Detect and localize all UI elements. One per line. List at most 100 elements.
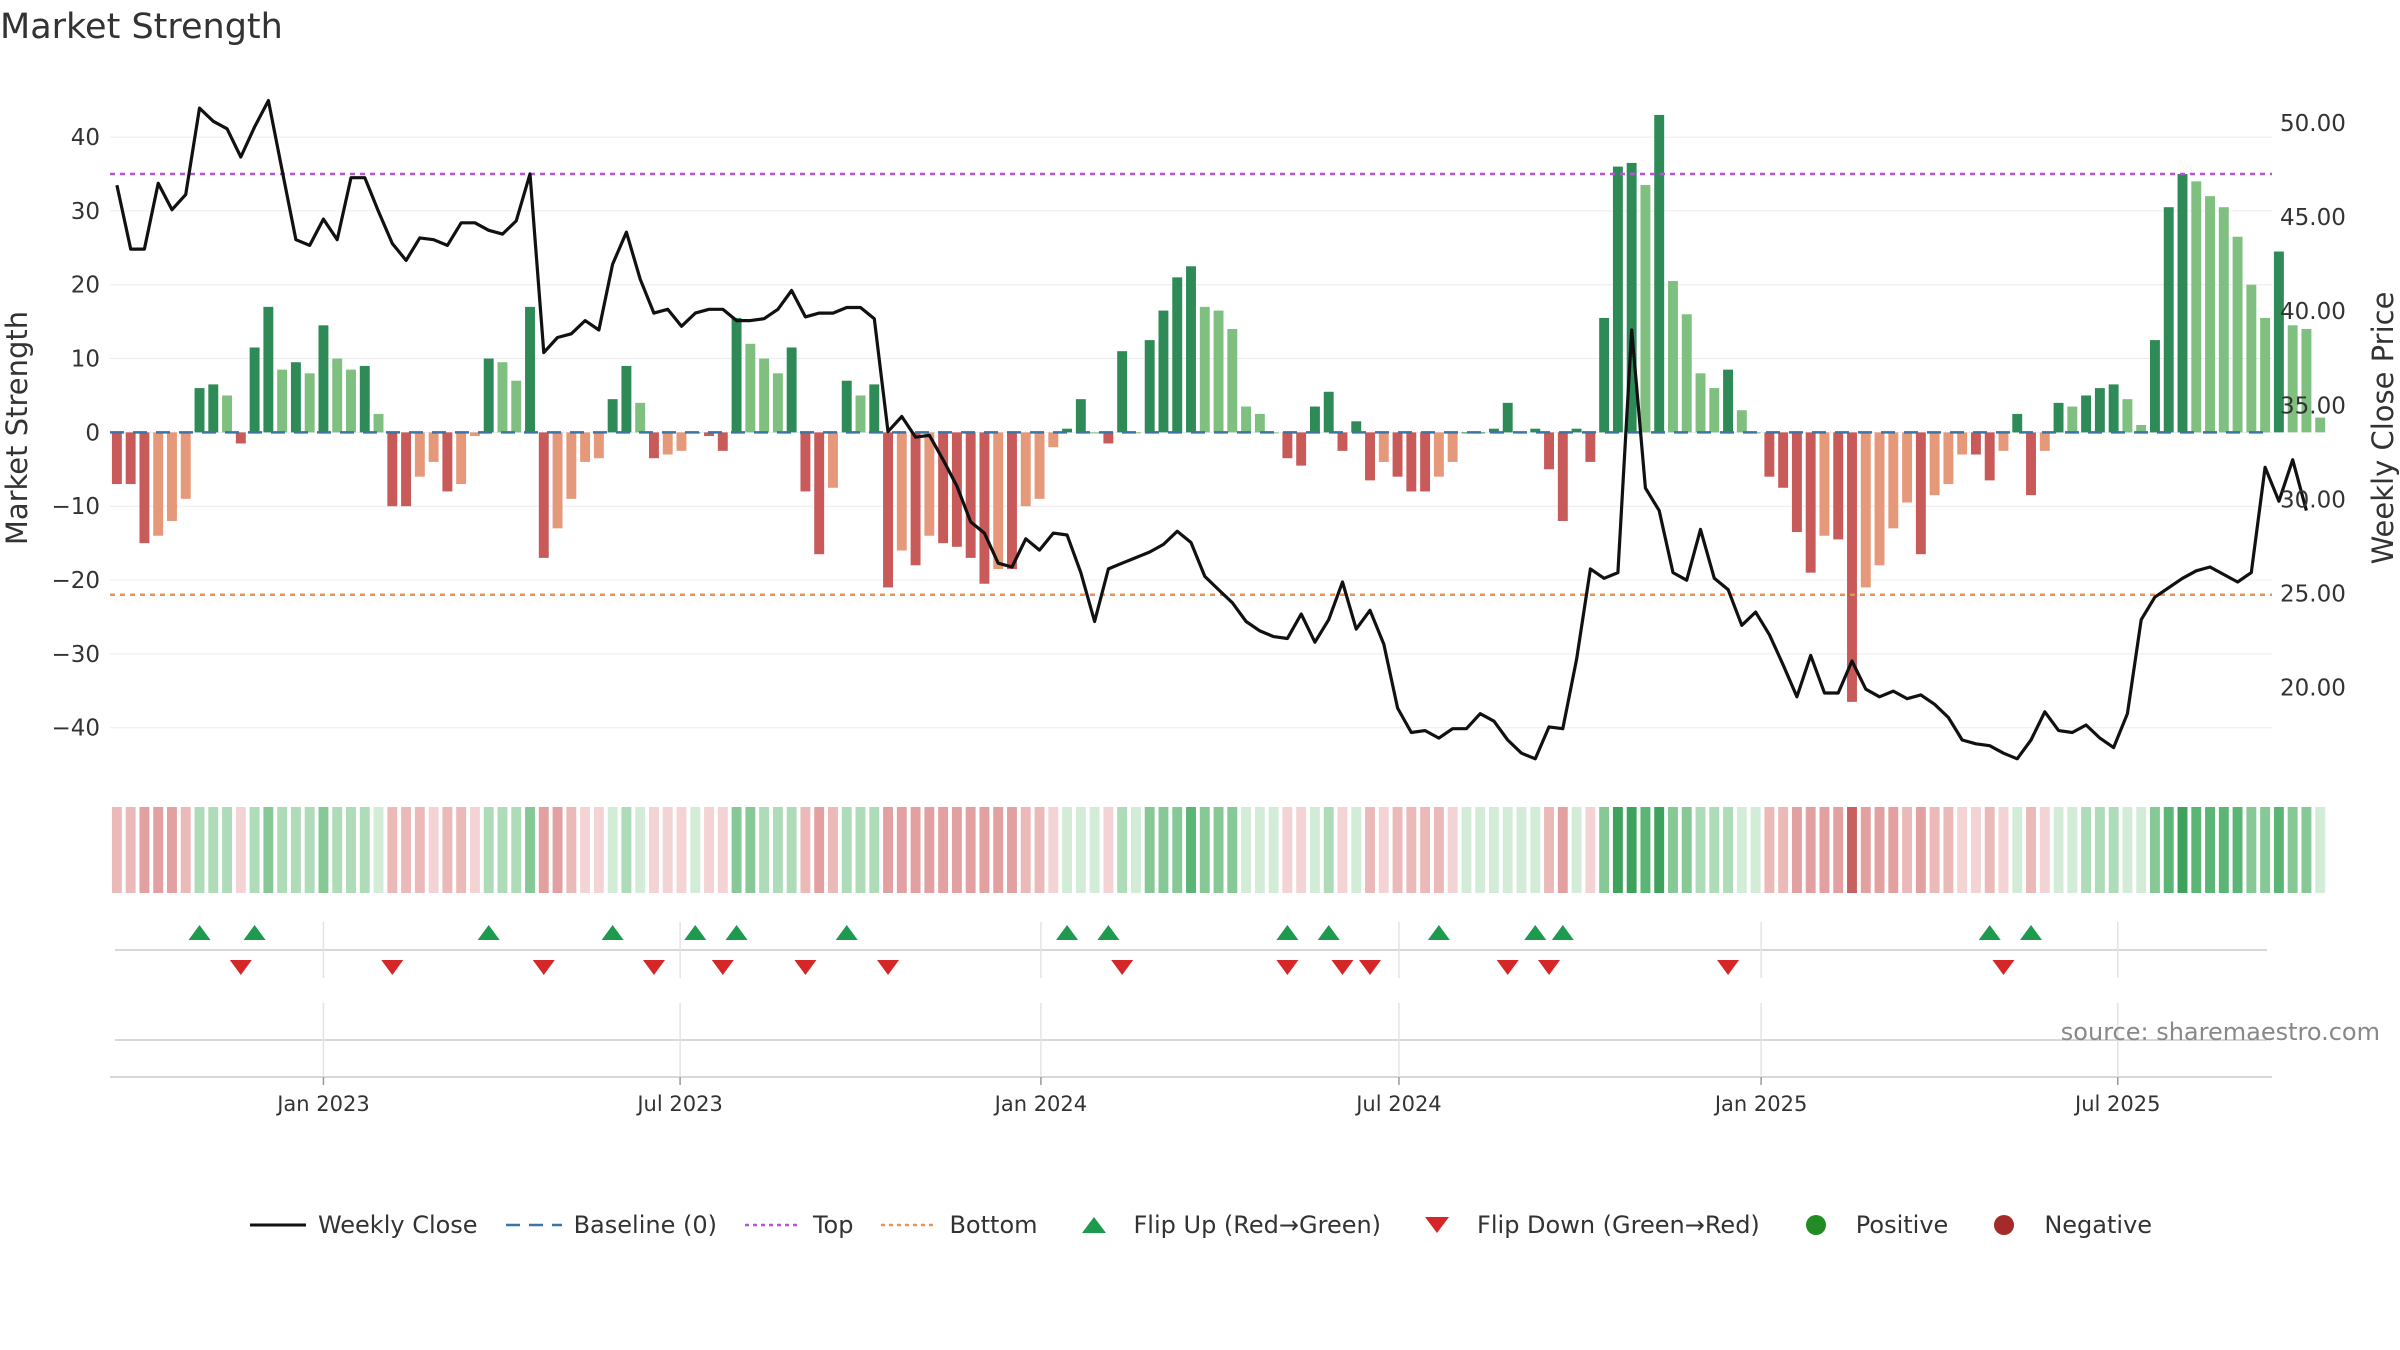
heat-cell [111, 807, 122, 893]
flip-markers-panel [115, 925, 2267, 1041]
flip-up-marker [1317, 925, 1340, 940]
positive-bar [208, 384, 219, 433]
heat-cell [346, 807, 356, 893]
negative-bar [1420, 432, 1431, 492]
positive-bar [1654, 114, 1665, 433]
heat-cell [855, 807, 866, 893]
heat-cell [1034, 807, 1045, 893]
flip-down-marker [642, 960, 665, 975]
heat-cell [800, 807, 811, 893]
heat-cell [483, 807, 494, 893]
triangle-up-icon [1081, 1217, 1106, 1233]
heat-cell [1599, 807, 1610, 893]
heat-cell [1172, 807, 1183, 893]
negative-bar [1406, 432, 1417, 492]
positive-bar [277, 369, 288, 433]
flip-down-marker [532, 960, 555, 975]
positive-bar [2273, 251, 2284, 433]
negative-bar [153, 432, 164, 536]
legend-item: Flip Up (Red→Green) [1064, 1211, 1381, 1239]
heat-cell [1544, 807, 1554, 893]
heat-cell [1365, 807, 1375, 893]
negative-bar [428, 432, 439, 462]
heat-cell [635, 807, 646, 893]
positive-bar [2205, 196, 2215, 433]
heat-cell [2301, 807, 2312, 893]
left-tick-label: 10 [71, 347, 100, 373]
heat-cell [759, 807, 770, 893]
negative-bar [1337, 432, 1348, 451]
positive-bar [1062, 428, 1073, 433]
positive-bar [1075, 399, 1086, 433]
heat-cell [1709, 807, 1720, 893]
heat-cell [1447, 807, 1458, 893]
negative-bar [1957, 432, 1968, 455]
positive-bar [2067, 406, 2078, 433]
flip-down-marker [1992, 960, 2015, 975]
heat-cell [951, 807, 962, 893]
negative-bar [1392, 432, 1403, 477]
negative-bar [1034, 432, 1045, 499]
negative-bar [1282, 432, 1293, 459]
heat-cell [263, 807, 274, 893]
heat-cell [1007, 807, 1017, 893]
positive-bar [869, 384, 880, 433]
heat-cell [1654, 807, 1665, 893]
heat-cell [1062, 807, 1073, 893]
heat-cell [1557, 807, 1568, 893]
flip-up-marker [1056, 925, 1079, 940]
legend-swatch [1805, 1215, 1826, 1235]
heat-cell [2273, 807, 2284, 893]
positive-bar [1117, 351, 1128, 433]
negative-bar [1943, 432, 1954, 485]
positive-bar [1599, 317, 1610, 433]
positive-bar [2081, 395, 2092, 433]
heat-cell [1020, 807, 1031, 893]
positive-bar [2149, 340, 2160, 433]
positive-bar [2301, 329, 2312, 433]
heat-cell [1819, 807, 1830, 893]
heat-cell [1337, 807, 1348, 893]
heat-cell [167, 807, 177, 893]
right-axis-ticks: 50.00 45.00 40.00 35.00 30.00 25.00 20.00 [2280, 111, 2346, 701]
heat-cell [2163, 807, 2174, 893]
negative-bar [125, 432, 136, 485]
heat-cell [511, 807, 522, 893]
heat-cell [1254, 807, 1265, 893]
date-tick-label: Jul 2025 [2073, 1092, 2160, 1116]
heat-cell [2081, 807, 2092, 893]
right-tick-label: 40.00 [2280, 299, 2346, 325]
positive-bar [759, 358, 770, 433]
negative-bar [896, 432, 907, 551]
heat-cell [1695, 807, 1706, 893]
negative-bar [442, 432, 453, 492]
positive-bar [621, 365, 632, 433]
heat-cell [1998, 807, 2009, 893]
heat-cell [662, 807, 673, 893]
negative-bar [2026, 432, 2036, 496]
right-tick-label: 25.00 [2280, 581, 2346, 607]
flip-up-marker [835, 925, 858, 940]
left-tick-label: 30 [71, 199, 100, 225]
heat-cell [1241, 807, 1252, 893]
negative-bar [676, 432, 687, 451]
positive-bar [1254, 413, 1265, 433]
positive-bar [1488, 428, 1499, 433]
heat-cell [1791, 807, 1802, 893]
heat-cell [2191, 807, 2202, 893]
triangle-down-icon [1425, 1217, 1450, 1233]
negative-bar [1791, 432, 1802, 533]
heat-cell [1681, 807, 1692, 893]
legend-swatch [1081, 1217, 1106, 1233]
negative-bar [1778, 432, 1789, 488]
heat-cell [2026, 807, 2036, 893]
negative-bar [800, 432, 811, 492]
negative-bar [167, 432, 177, 521]
positive-bar [2136, 425, 2147, 433]
positive-bar [290, 362, 301, 433]
positive-bar [1241, 406, 1252, 433]
circle-icon [1994, 1215, 2015, 1235]
heat-cell [814, 807, 825, 893]
heat-cell [1420, 807, 1431, 893]
heat-cell [2260, 807, 2271, 893]
